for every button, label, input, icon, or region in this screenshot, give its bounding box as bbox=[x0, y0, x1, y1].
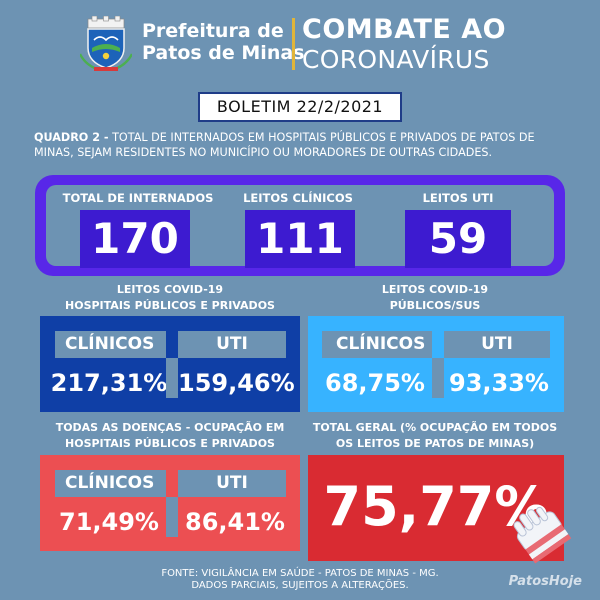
total-geral-title-line1: TOTAL GERAL (% OCUPAÇÃO EM TODOS bbox=[312, 421, 558, 434]
all-diseases-uti-value: 86,41% bbox=[185, 508, 285, 536]
description: QUADRO 2 - TOTAL DE INTERNADOS EM HOSPIT… bbox=[34, 130, 568, 160]
watermark: PatosHoje bbox=[508, 574, 582, 589]
all-diseases-uti-label: UTI bbox=[178, 470, 286, 497]
covid-all-clinicos-label: CLÍNICOS bbox=[55, 331, 166, 358]
total-geral-value: 75,77% bbox=[323, 475, 549, 538]
metric-value-total: 170 bbox=[80, 210, 190, 268]
covid-sus-divider bbox=[432, 358, 444, 398]
header-divider bbox=[292, 18, 295, 70]
description-text: TOTAL DE INTERNADOS EM HOSPITAIS PÚBLICO… bbox=[34, 131, 535, 159]
covid-sus-uti-value: 93,33% bbox=[449, 369, 549, 397]
total-geral-title-line2: OS LEITOS DE PATOS DE MINAS) bbox=[335, 437, 535, 450]
footer-disclaimer: DADOS PARCIAIS, SUJEITOS A ALTERAÇÕES. bbox=[191, 580, 409, 591]
all-diseases-title-line1: TODAS AS DOENÇAS - OCUPAÇÃO EM bbox=[55, 421, 285, 434]
all-diseases-clinicos-value: 71,49% bbox=[59, 508, 159, 536]
metric-label-clinicos: LEITOS CLÍNICOS bbox=[243, 191, 353, 205]
covid-all-divider bbox=[166, 358, 178, 398]
covid-all-clinicos-value: 217,31% bbox=[50, 369, 168, 397]
covid-all-title-line1: LEITOS COVID-19 bbox=[116, 283, 224, 296]
all-diseases-clinicos-label: CLÍNICOS bbox=[55, 470, 166, 497]
description-label: QUADRO 2 - bbox=[34, 131, 109, 144]
metric-label-uti: LEITOS UTI bbox=[422, 191, 494, 205]
glove-icon bbox=[513, 506, 572, 564]
covid-sus-clinicos-label: CLÍNICOS bbox=[322, 331, 432, 358]
org-name-line1: Prefeitura de bbox=[142, 20, 284, 42]
covid-sus-title-line1: LEITOS COVID-19 bbox=[381, 283, 489, 296]
bulletin-date: BOLETIM 22/2/2021 bbox=[198, 92, 402, 122]
covid-all-uti-label: UTI bbox=[178, 331, 286, 358]
all-diseases-title-line2: HOSPITAIS PÚBLICOS E PRIVADOS bbox=[65, 437, 275, 450]
org-name-line2: Patos de Minas bbox=[142, 42, 305, 64]
covid-all-title-line2: HOSPITAIS PÚBLICOS E PRIVADOS bbox=[65, 299, 275, 312]
covid-sus-title: LEITOS COVID-19 PÚBLICOS/SUS bbox=[306, 282, 564, 314]
metric-label-total: TOTAL DE INTERNADOS bbox=[62, 191, 214, 205]
coat-of-arms-icon bbox=[80, 16, 132, 72]
metric-value-uti: 59 bbox=[405, 210, 511, 268]
covid-sus-title-line2: PÚBLICOS/SUS bbox=[389, 299, 481, 312]
all-diseases-title: TODAS AS DOENÇAS - OCUPAÇÃO EM HOSPITAIS… bbox=[40, 420, 300, 452]
campaign-subtitle: CORONAVÍRUS bbox=[302, 45, 490, 74]
footer-source: FONTE: VIGILÂNCIA EM SAÚDE - PATOS DE MI… bbox=[161, 568, 439, 579]
total-geral-title: TOTAL GERAL (% OCUPAÇÃO EM TODOS OS LEIT… bbox=[306, 420, 564, 452]
covid-sus-uti-label: UTI bbox=[444, 331, 550, 358]
all-diseases-divider bbox=[166, 497, 178, 537]
campaign-title: COMBATE AO bbox=[302, 14, 507, 45]
org-name: Prefeitura de Patos de Minas bbox=[142, 20, 304, 64]
metric-value-clinicos: 111 bbox=[245, 210, 355, 268]
covid-all-title: LEITOS COVID-19 HOSPITAIS PÚBLICOS E PRI… bbox=[40, 282, 300, 314]
covid-sus-clinicos-value: 68,75% bbox=[325, 369, 425, 397]
covid-all-uti-value: 159,46% bbox=[178, 369, 295, 397]
